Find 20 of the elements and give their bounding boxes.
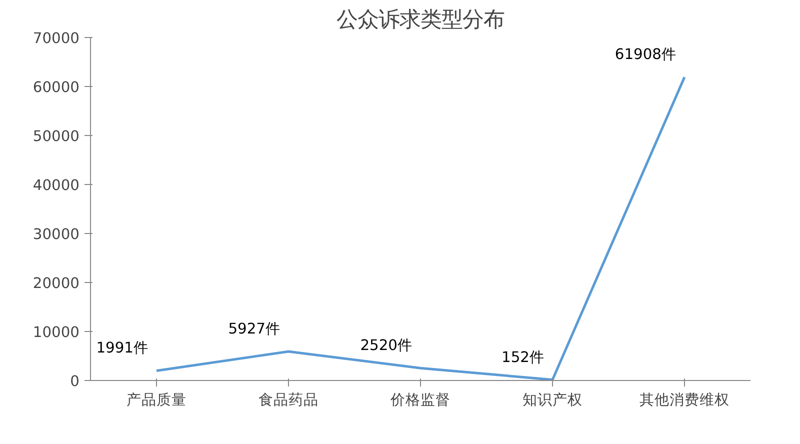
data-label: 2520件 — [360, 337, 413, 354]
data-label: 61908件 — [614, 46, 676, 64]
y-tick-label: 30000 — [32, 226, 80, 243]
y-tick-label: 70000 — [32, 30, 80, 47]
data-label: 152件 — [502, 348, 545, 366]
line-series — [155, 76, 686, 380]
y-tick-label: 60000 — [32, 79, 80, 96]
x-tick-label: 食品药品 — [258, 392, 318, 408]
y-tick-label: 10000 — [32, 324, 80, 341]
y-tick-label: 20000 — [32, 275, 80, 292]
data-label: 1991件 — [96, 340, 149, 357]
y-tick-label: 50000 — [32, 128, 80, 145]
x-tick-label: 知识产权 — [522, 392, 582, 408]
x-tick-label: 其他消费维权 — [640, 392, 730, 408]
x-tick-label: 产品质量 — [126, 392, 186, 408]
x-tick-label: 价格监督 — [390, 392, 450, 408]
data-label: 5927件 — [228, 320, 281, 338]
y-tick-label: 0 — [70, 373, 80, 390]
chart-title: 公众诉求类型分布 — [336, 8, 504, 32]
y-tick-label: 40000 — [32, 177, 80, 194]
